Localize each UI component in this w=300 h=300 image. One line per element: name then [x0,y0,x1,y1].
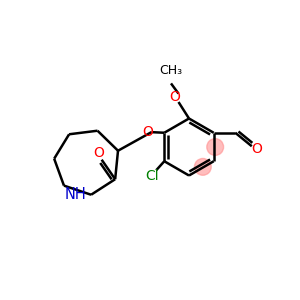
Circle shape [194,158,211,175]
Text: Cl: Cl [145,169,158,183]
Text: NH: NH [65,187,87,202]
Text: CH₃: CH₃ [159,64,183,77]
Text: O: O [252,142,262,156]
Text: O: O [93,146,104,160]
Text: O: O [142,125,153,139]
Text: O: O [169,90,180,104]
Circle shape [207,139,224,155]
